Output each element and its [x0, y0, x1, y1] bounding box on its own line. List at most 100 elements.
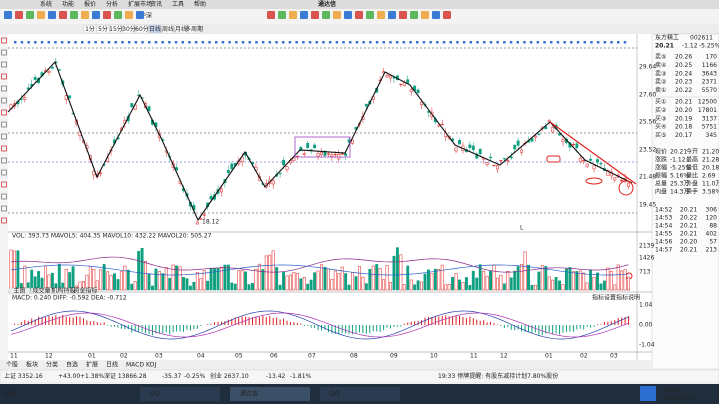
draw-tool[interactable] [1, 85, 7, 92]
period-tab[interactable] [174, 24, 188, 34]
bottom-tab[interactable]: 分类 [46, 361, 58, 369]
bottom-tab[interactable]: 扩展 [86, 361, 98, 369]
menu-item[interactable]: 资讯 [150, 0, 162, 8]
tool-icon[interactable] [333, 11, 341, 19]
period-tab-label: 5分 [98, 25, 108, 33]
draw-tool[interactable] [1, 109, 7, 116]
draw-tool[interactable] [1, 205, 7, 212]
macd-button[interactable]: 指标设置 [592, 294, 616, 302]
draw-tool[interactable] [1, 217, 7, 224]
period-tab[interactable] [109, 24, 123, 34]
tool-icon[interactable] [125, 11, 133, 19]
draw-tool[interactable] [1, 133, 7, 140]
draw-tool[interactable] [1, 97, 7, 104]
tool-icon[interactable] [300, 11, 308, 19]
tool-icon[interactable] [377, 11, 385, 19]
tool-icon[interactable] [410, 11, 418, 19]
bottom-tab[interactable]: 板块 [26, 361, 38, 369]
period-tab[interactable] [148, 24, 162, 34]
draw-tool[interactable] [1, 61, 7, 68]
draw-tool[interactable] [1, 157, 7, 164]
tool-icon[interactable] [92, 11, 100, 19]
candle-body [195, 221, 199, 225]
tool-icon[interactable] [322, 11, 330, 19]
bottom-tab[interactable]: KDJ [146, 362, 157, 369]
tray-icon[interactable] [640, 386, 656, 401]
period-tab[interactable] [161, 24, 175, 34]
indicator-tab[interactable] [8, 287, 31, 295]
status-item: -0.25% [184, 373, 206, 380]
tool-icon[interactable] [355, 11, 363, 19]
period-tab[interactable] [135, 24, 149, 34]
month-label: 02 [120, 353, 128, 360]
draw-tool[interactable] [1, 169, 7, 176]
volume-bar [509, 277, 513, 291]
taskbar-item[interactable] [320, 387, 400, 401]
taskbar-item[interactable] [140, 387, 220, 401]
volume-bar [520, 264, 524, 291]
taskbar-item[interactable] [230, 387, 310, 401]
volume-bar [378, 268, 382, 291]
bottom-tab[interactable]: 日线 [106, 361, 118, 369]
macd-button[interactable]: 指标说明 [616, 294, 640, 302]
indicator-tab[interactable] [74, 287, 97, 295]
period-tab[interactable] [187, 24, 201, 34]
tool-icon[interactable] [289, 11, 297, 19]
draw-tool[interactable] [1, 181, 7, 188]
tool-icon[interactable] [70, 11, 78, 19]
menu-item[interactable]: 扩展市场 [128, 0, 152, 8]
volume-bar [209, 267, 213, 291]
menu-item[interactable]: 分析 [106, 0, 118, 8]
tool-icon[interactable] [366, 11, 374, 19]
menu-item[interactable]: 帮助 [194, 0, 206, 8]
tool-icon[interactable] [59, 11, 67, 19]
tool-icon[interactable] [432, 11, 440, 19]
menu-item[interactable]: 系统 [40, 0, 52, 8]
signal-marker [127, 41, 131, 44]
draw-tool[interactable] [1, 121, 7, 128]
draw-tool[interactable] [1, 193, 7, 200]
bottom-tab[interactable]: 个股 [6, 362, 18, 369]
period-tab[interactable] [83, 24, 97, 34]
indicator-tab[interactable] [52, 287, 75, 295]
start-button[interactable]: 开始 [4, 390, 16, 398]
tool-icon[interactable] [421, 11, 429, 19]
volume-bar [437, 269, 441, 291]
tool-icon[interactable] [4, 11, 12, 19]
volume-bar [133, 281, 137, 291]
tool-icon[interactable] [15, 11, 23, 19]
signal-marker [375, 41, 379, 44]
bottom-tab[interactable]: MACD [126, 362, 144, 369]
draw-tool[interactable] [1, 73, 7, 80]
tool-icon[interactable] [311, 11, 319, 19]
menu-item[interactable]: 功能 [62, 0, 74, 8]
tool-icon[interactable] [388, 11, 396, 19]
tool-icon[interactable] [81, 11, 89, 19]
indicator-tab[interactable] [30, 287, 53, 295]
tool-icon[interactable] [136, 11, 144, 19]
period-tab[interactable] [122, 24, 136, 34]
draw-tool[interactable] [1, 49, 7, 56]
tool-icon[interactable] [114, 11, 122, 19]
candle-body [520, 149, 524, 153]
tool-icon[interactable] [267, 11, 275, 19]
tool-icon[interactable] [26, 11, 34, 19]
tool-icon[interactable] [37, 11, 45, 19]
signal-marker [576, 41, 580, 44]
draw-tool[interactable] [1, 37, 7, 44]
menu-item[interactable]: 报价 [84, 0, 96, 8]
menu-item[interactable]: 工具 [172, 1, 184, 8]
bottom-tab[interactable]: 自选 [66, 361, 78, 369]
tool-icon[interactable] [103, 11, 111, 19]
draw-tool[interactable] [1, 145, 7, 152]
tool-icon[interactable] [344, 11, 352, 19]
signal-marker [235, 41, 238, 44]
candle-body [330, 154, 334, 157]
period-tab[interactable] [96, 24, 110, 34]
stat-cell: 振幅 [655, 172, 667, 180]
tool-icon[interactable] [48, 11, 56, 19]
tool-icon[interactable] [278, 11, 286, 19]
tool-icon[interactable] [399, 11, 407, 19]
tool-icon[interactable] [443, 11, 451, 19]
volume-bar [299, 278, 303, 291]
